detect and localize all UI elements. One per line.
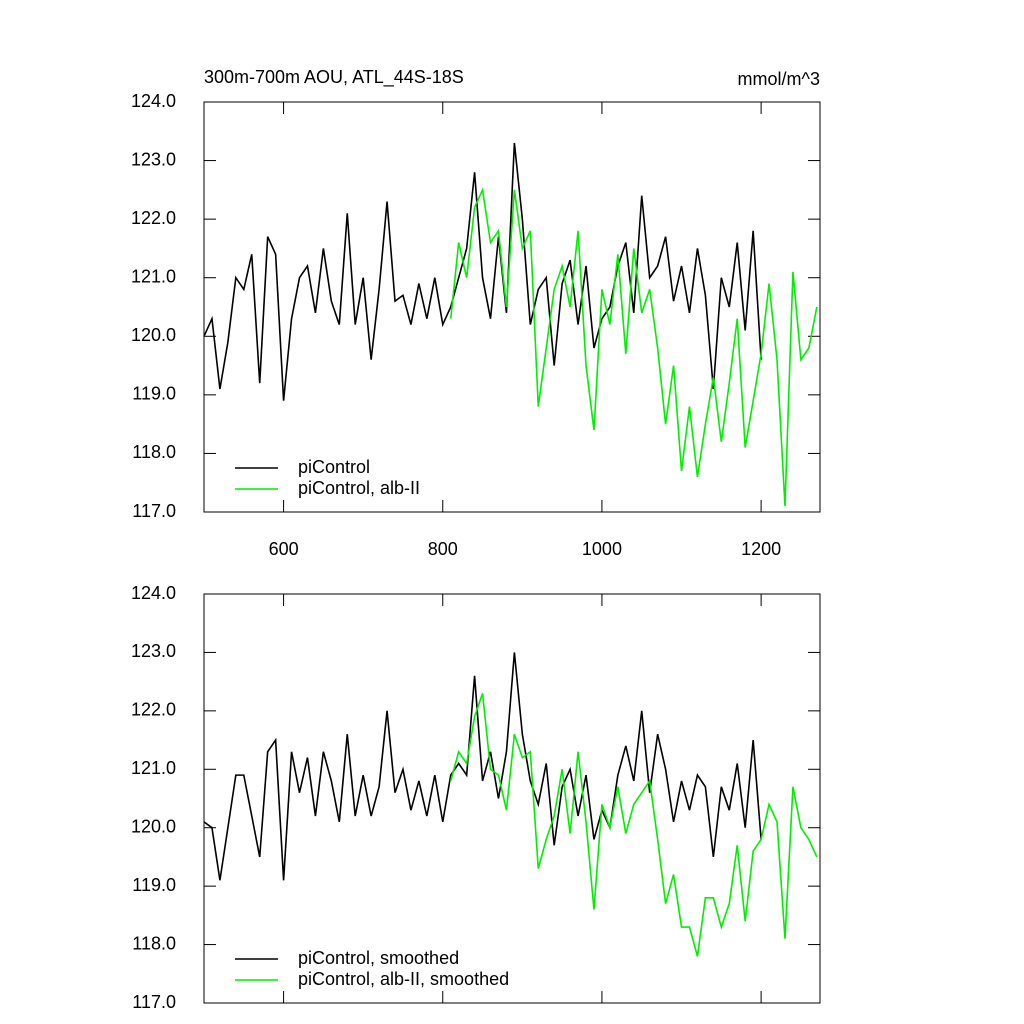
y-tick-label: 117.0: [132, 992, 176, 1012]
x-tick-label: 1000: [582, 539, 622, 559]
y-tick-label: 118.0: [132, 442, 176, 462]
y-tick-label: 120.0: [131, 816, 176, 836]
y-tick-label: 120.0: [131, 325, 176, 345]
chart-title: 300m-700m AOU, ATL_44S-18S: [204, 67, 464, 88]
data-line: [449, 693, 818, 957]
plot-frame: [203, 101, 821, 513]
x-tick-label: 800: [428, 539, 458, 559]
y-tick-label: 119.0: [132, 875, 176, 895]
x-tick-label: 600: [269, 539, 299, 559]
legend-label: piControl, alb-II, smoothed: [298, 969, 509, 989]
units-label: mmol/m^3: [738, 69, 820, 89]
x-tick-label: 1200: [741, 539, 781, 559]
legend-label: piControl: [298, 457, 370, 477]
data-line: [203, 142, 762, 401]
y-tick-label: 121.0: [131, 266, 176, 286]
y-tick-label: 124.0: [131, 91, 176, 111]
legend-label: piControl, smoothed: [298, 948, 459, 968]
y-tick-label: 121.0: [131, 758, 176, 778]
data-line: [203, 652, 762, 881]
plot-frame: [203, 593, 821, 1004]
y-tick-label: 124.0: [131, 583, 176, 603]
y-tick-label: 117.0: [132, 501, 176, 521]
y-tick-label: 123.0: [131, 641, 176, 661]
y-tick-label: 122.0: [131, 208, 176, 228]
y-tick-label: 119.0: [132, 384, 176, 404]
y-tick-label: 122.0: [131, 700, 176, 720]
y-tick-label: 118.0: [132, 933, 176, 953]
legend-label: piControl, alb-II: [298, 478, 420, 498]
y-tick-label: 123.0: [131, 149, 176, 169]
data-line: [449, 187, 818, 507]
